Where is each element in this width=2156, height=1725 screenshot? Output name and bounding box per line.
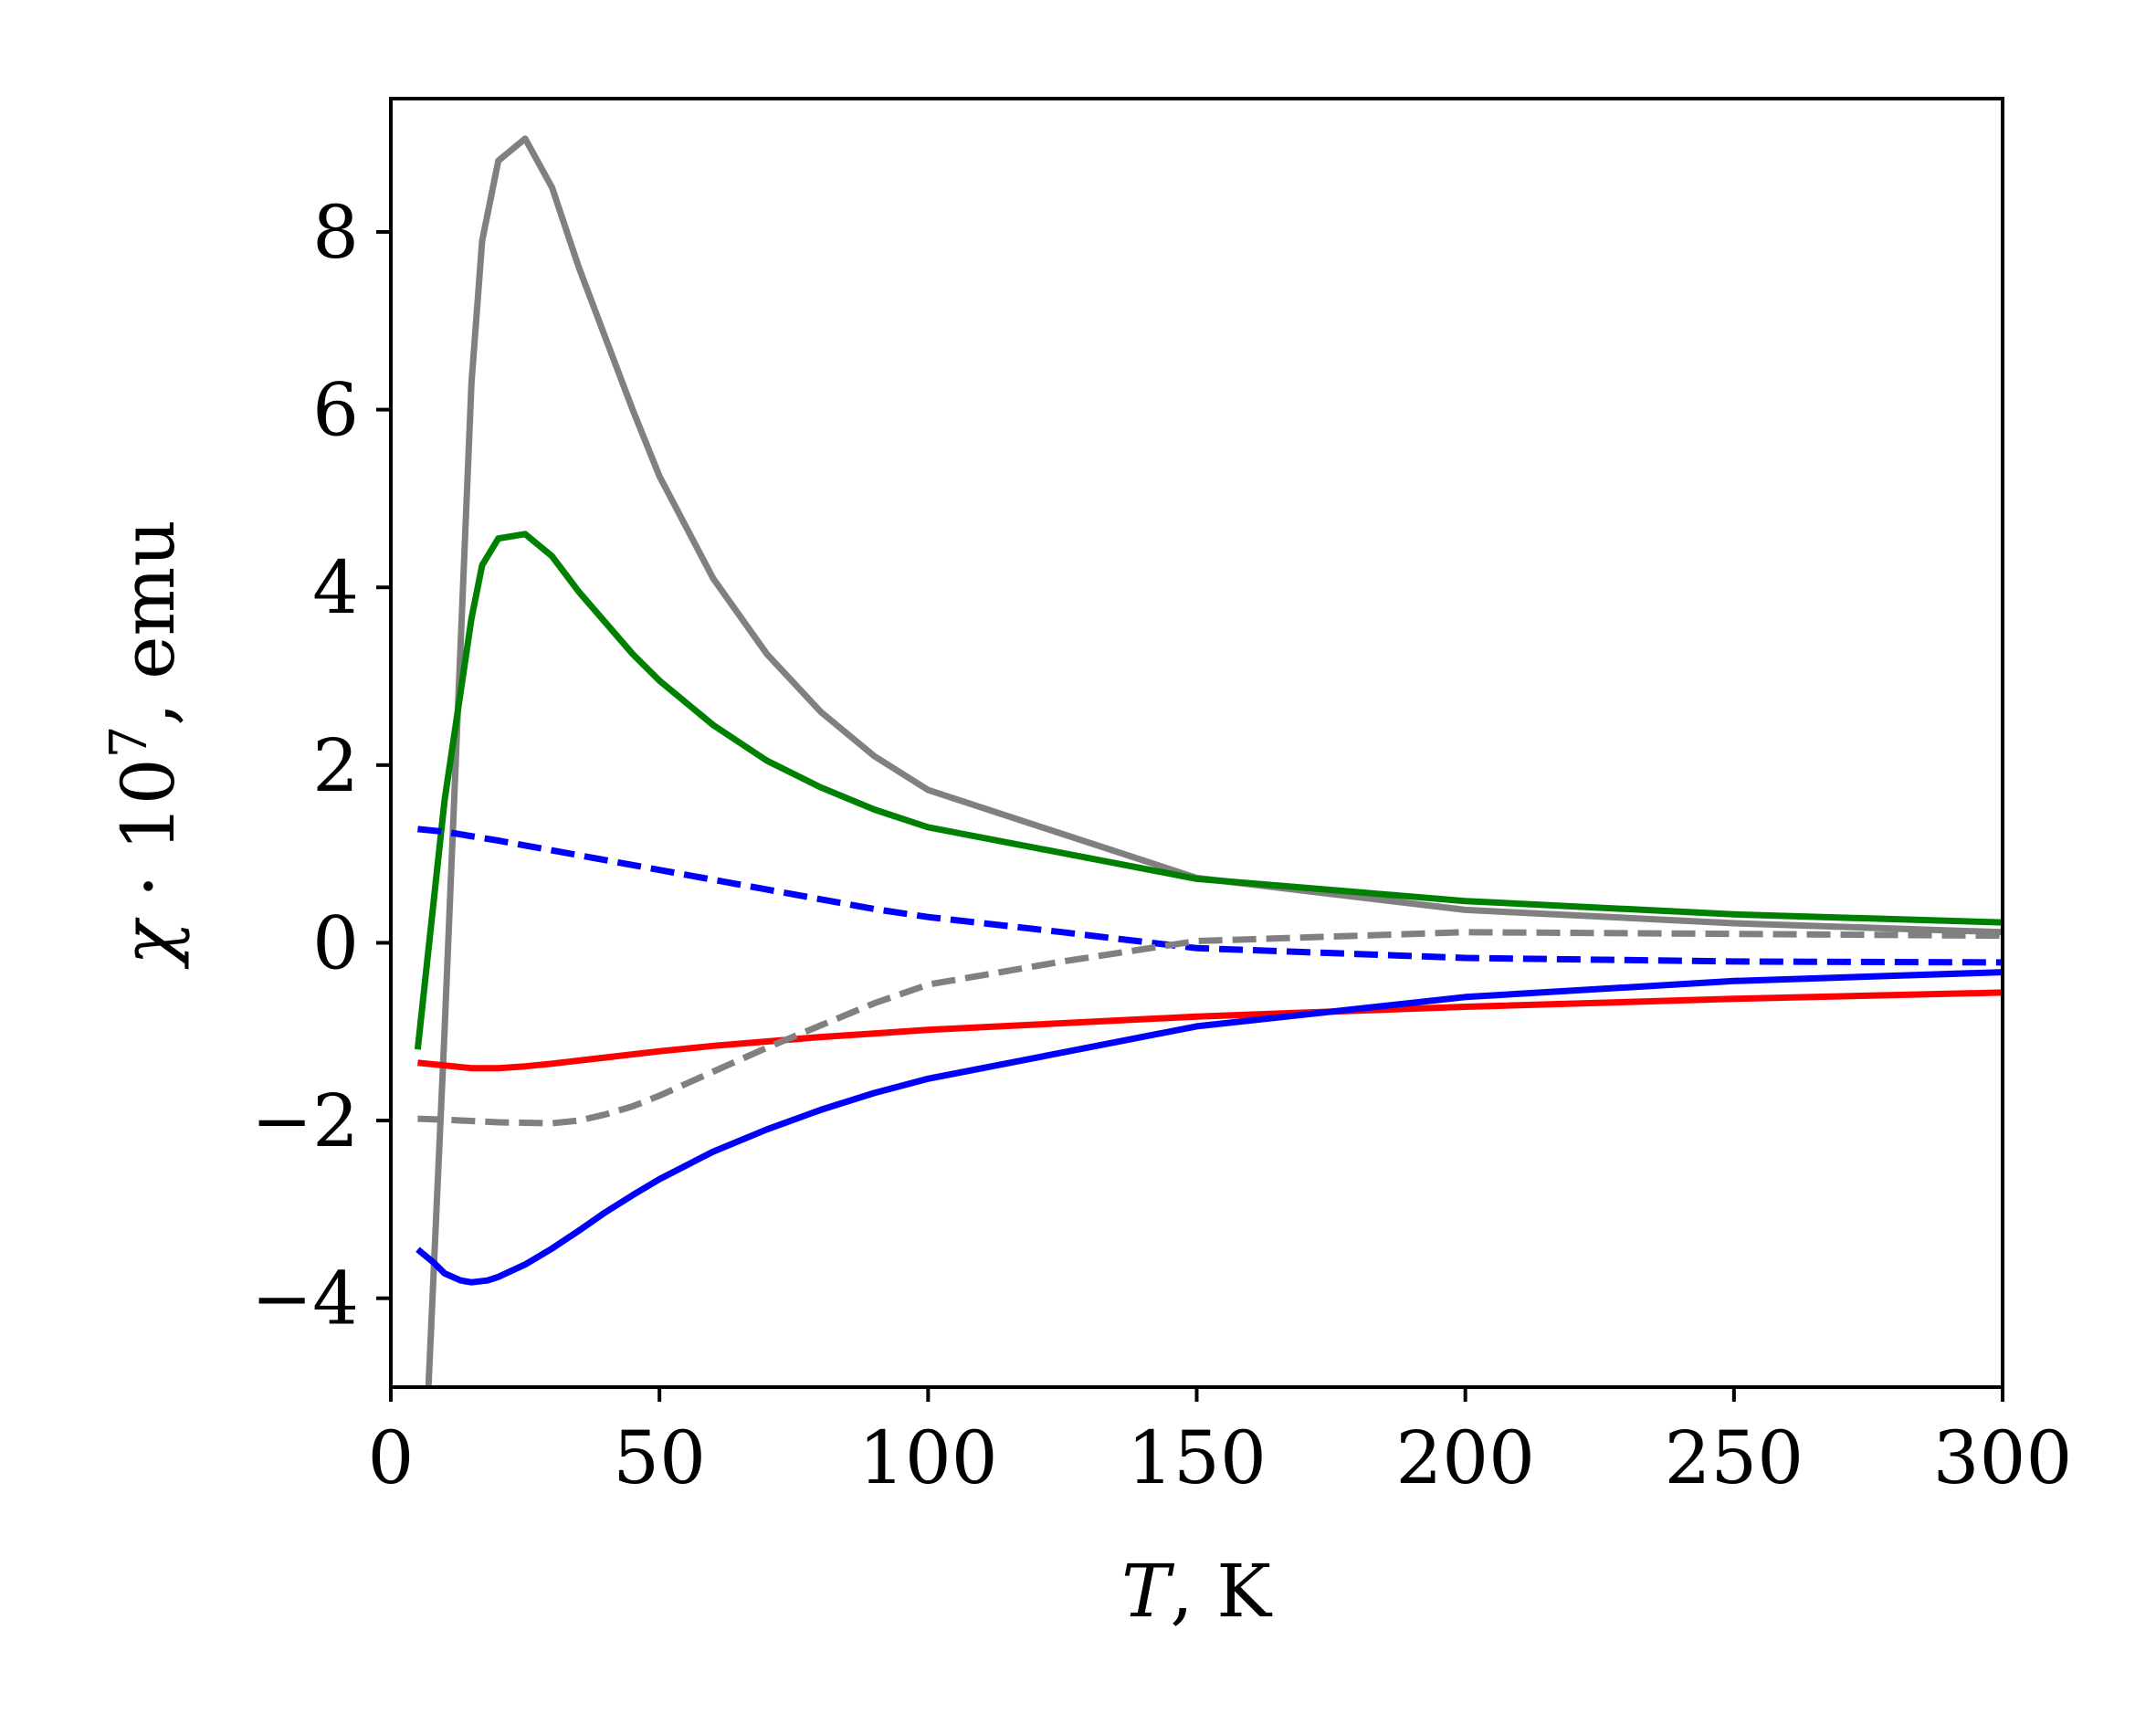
y-tick-label: 0 <box>312 900 359 985</box>
x-tick-label: 50 <box>613 1415 706 1500</box>
series-line-6 <box>417 929 2003 1127</box>
x-tick-label: 150 <box>1127 1415 1267 1500</box>
y-tick-label: −4 <box>251 1257 359 1341</box>
series-layer <box>414 135 2003 1387</box>
series-line-1 <box>425 135 2003 1387</box>
y-tick-label: −2 <box>251 1078 359 1163</box>
y-axis-label: χ · 107, emu <box>100 520 191 970</box>
y-tick-label: 4 <box>312 545 359 630</box>
y-axis: −4 −2 0 2 4 6 8 <box>251 190 391 1341</box>
y-tick-label: 8 <box>312 190 359 275</box>
x-axis-label: T, K <box>1121 1549 1272 1634</box>
y-tick-label: 6 <box>312 368 359 453</box>
y-tick-label: 2 <box>312 723 359 808</box>
x-tick-label: 100 <box>858 1415 998 1500</box>
series-line-5 <box>417 826 2003 966</box>
series-line-4 <box>415 969 2003 1286</box>
series-line-3 <box>417 989 2003 1072</box>
x-tick-label: 0 <box>368 1415 415 1500</box>
x-tick-label: 300 <box>1933 1415 2073 1500</box>
x-axis: 0 50 100 150 200 250 300 <box>368 1387 2073 1500</box>
x-tick-label: 250 <box>1664 1415 1804 1500</box>
series-line-2 <box>414 531 2003 1050</box>
x-tick-label: 200 <box>1395 1415 1535 1500</box>
